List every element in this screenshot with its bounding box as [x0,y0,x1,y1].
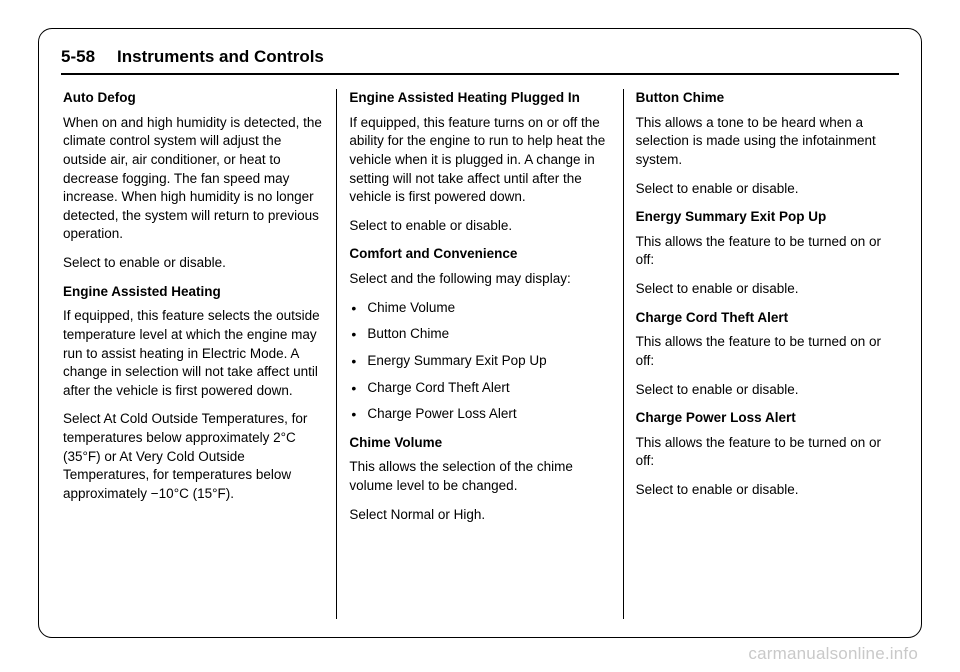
heading-auto-defog: Auto Defog [63,89,324,108]
bullet-list: Chime Volume Button Chime Energy Summary… [349,299,610,424]
heading-comfort-and-convenience: Comfort and Convenience [349,245,610,264]
para: Select to enable or disable. [636,481,897,500]
list-item: Energy Summary Exit Pop Up [349,352,610,371]
section-title: Instruments and Controls [117,47,324,66]
list-item: Button Chime [349,325,610,344]
para: If equipped, this feature turns on or of… [349,114,610,207]
para: This allows the feature to be turned on … [636,434,897,471]
heading-engine-assisted-heating-plugged-in: Engine Assisted Heating Plugged In [349,89,610,108]
page-frame: 5-58 Instruments and Controls Auto Defog … [38,28,922,638]
para: Select and the following may display: [349,270,610,289]
para: When on and high humidity is detected, t… [63,114,324,244]
list-item: Charge Cord Theft Alert [349,379,610,398]
heading-chime-volume: Chime Volume [349,434,610,453]
column-2: Engine Assisted Heating Plugged In If eq… [337,89,623,619]
watermark: carmanualsonline.info [748,644,918,664]
page-header: 5-58 Instruments and Controls [61,47,899,75]
column-3: Button Chime This allows a tone to be he… [624,89,899,619]
content-columns: Auto Defog When on and high humidity is … [61,89,899,619]
para: Select to enable or disable. [636,280,897,299]
heading-engine-assisted-heating: Engine Assisted Heating [63,283,324,302]
para: This allows the feature to be turned on … [636,233,897,270]
heading-energy-summary-exit-pop-up: Energy Summary Exit Pop Up [636,208,897,227]
para: This allows the selection of the chime v… [349,458,610,495]
heading-button-chime: Button Chime [636,89,897,108]
list-item: Chime Volume [349,299,610,318]
heading-charge-power-loss-alert: Charge Power Loss Alert [636,409,897,428]
para: Select At Cold Outside Temperatures, for… [63,410,324,503]
para: This allows the feature to be turned on … [636,333,897,370]
para: Select to enable or disable. [636,180,897,199]
heading-charge-cord-theft-alert: Charge Cord Theft Alert [636,309,897,328]
para: Select to enable or disable. [63,254,324,273]
para: If equipped, this feature selects the ou… [63,307,324,400]
para: Select Normal or High. [349,506,610,525]
para: Select to enable or disable. [636,381,897,400]
column-1: Auto Defog When on and high humidity is … [61,89,337,619]
list-item: Charge Power Loss Alert [349,405,610,424]
header-line: 5-58 Instruments and Controls [61,47,324,66]
page-number: 5-58 [61,47,95,67]
para: Select to enable or disable. [349,217,610,236]
para: This allows a tone to be heard when a se… [636,114,897,170]
